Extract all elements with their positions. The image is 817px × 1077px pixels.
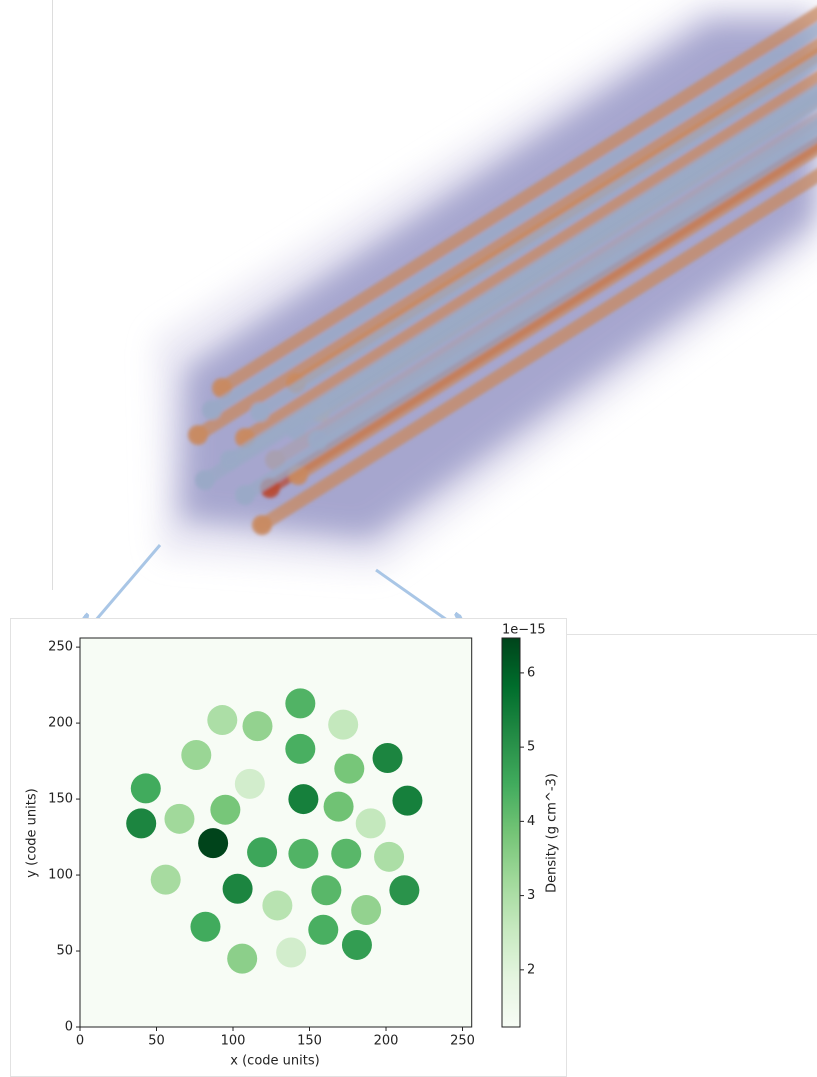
density-blob (389, 875, 419, 905)
y-tick-label: 50 (56, 944, 73, 959)
x-tick-label: 200 (374, 1034, 399, 1049)
density-blob (324, 792, 354, 822)
x-axis-label: x (code units) (230, 1054, 319, 1069)
density-blob (198, 828, 228, 858)
rod-end (308, 430, 328, 450)
density-blob (235, 769, 265, 799)
density-blob (151, 865, 181, 895)
colorbar-label: Density (g cm^-3) (545, 773, 560, 893)
rod-end (252, 515, 272, 535)
density-blob (373, 743, 403, 773)
rod-end (195, 470, 215, 490)
density-blob (285, 734, 315, 764)
colorbar-offset: 1e−15 (502, 623, 546, 638)
y-axis-label: y (code units) (25, 788, 40, 877)
x-tick-label: 50 (148, 1034, 165, 1049)
density-blob (164, 804, 194, 834)
y-tick-label: 150 (48, 792, 73, 807)
x-tick-label: 100 (221, 1034, 246, 1049)
y-tick-label: 100 (48, 868, 73, 883)
y-tick-label: 250 (48, 640, 73, 655)
x-tick-label: 250 (450, 1034, 475, 1049)
density-blob (356, 808, 386, 838)
density-blob (247, 837, 277, 867)
rod-end (188, 425, 208, 445)
density-blob (288, 839, 318, 869)
density-blob (351, 895, 381, 925)
colorbar-tick-label: 4 (527, 814, 535, 829)
density-blob (181, 740, 211, 770)
density-blob (207, 705, 237, 735)
colorbar-tick-label: 2 (527, 962, 535, 977)
density-blob (190, 912, 220, 942)
colorbar-tick-label: 3 (527, 888, 535, 903)
y-tick-label: 0 (65, 1020, 73, 1035)
density-blob (285, 688, 315, 718)
rod-end (202, 400, 222, 420)
density-blob (374, 842, 404, 872)
density-blob (227, 944, 257, 974)
density-blob (392, 786, 422, 816)
density-blob (328, 710, 358, 740)
density-blob (242, 711, 272, 741)
density-blob (223, 874, 253, 904)
density-blob (311, 875, 341, 905)
colorbar-tick-label: 6 (527, 665, 535, 680)
colorbar (502, 638, 520, 1027)
density-blob (308, 915, 338, 945)
y-tick-label: 200 (48, 716, 73, 731)
x-tick-label: 150 (297, 1034, 322, 1049)
density-blob (131, 773, 161, 803)
density-blob (126, 808, 156, 838)
density-blob (276, 938, 306, 968)
volume-render (155, 0, 817, 570)
density-blob (331, 839, 361, 869)
rod-end (250, 402, 270, 422)
density-blob (210, 795, 240, 825)
density-blob (288, 784, 318, 814)
rod-end (235, 485, 255, 505)
figure: 00 2 6 x (code units) y (code units) 1e−15… (0, 0, 817, 1077)
density-blob (342, 930, 372, 960)
x-tick-label: 0 (76, 1034, 84, 1049)
colorbar-tick-label: 5 (527, 740, 535, 755)
density-blob (334, 754, 364, 784)
density-blob (262, 890, 292, 920)
